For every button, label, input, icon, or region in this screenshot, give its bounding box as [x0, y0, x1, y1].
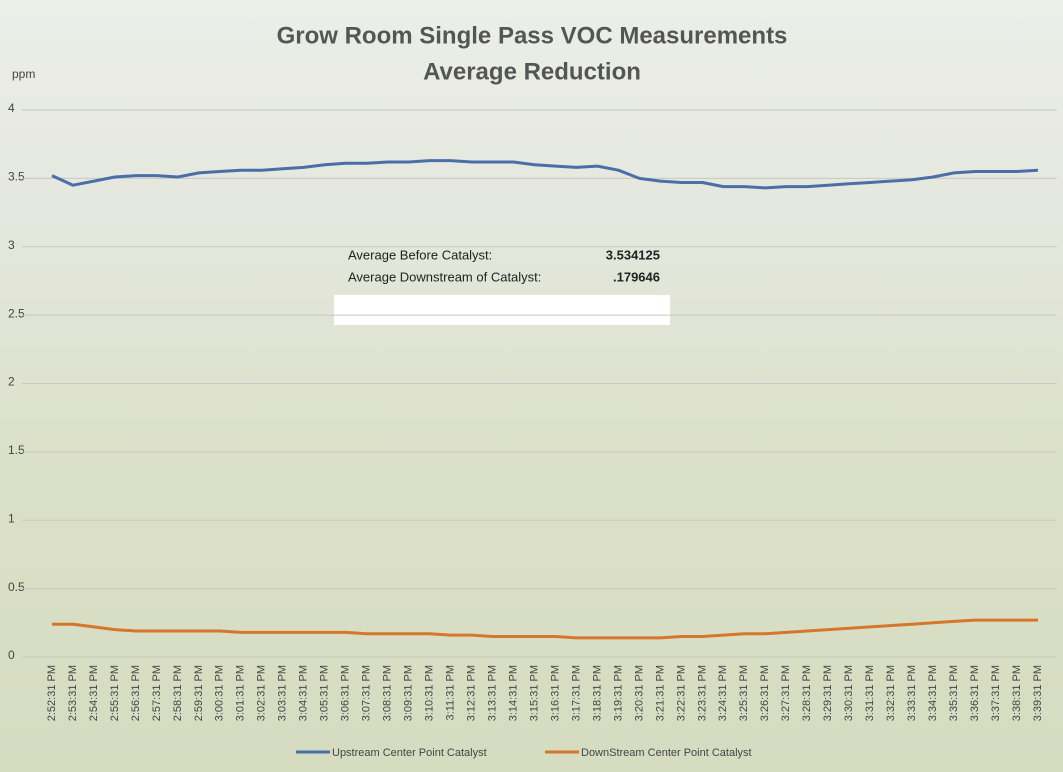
x-tick-label: 3:24:31 PM	[717, 665, 729, 721]
y-tick-label: 2	[8, 375, 15, 389]
x-tick-label: 3:14:31 PM	[507, 665, 519, 721]
x-tick-label: 3:11:31 PM	[445, 665, 457, 720]
x-tick-label: 3:15:31 PM	[528, 665, 540, 721]
x-tick-label: 3:22:31 PM	[675, 665, 687, 721]
annotation-value: 3.534125	[606, 247, 660, 262]
x-tick-label: 3:23:31 PM	[696, 665, 708, 721]
y-tick-label: 2.5	[8, 306, 25, 320]
y-tick-label: 3	[8, 238, 15, 252]
x-tick-label: 3:27:31 PM	[780, 665, 792, 721]
x-tick-label: 3:39:31 PM	[1032, 665, 1044, 721]
x-tick-label: 2:53:31 PM	[67, 665, 79, 721]
x-tick-label: 3:30:31 PM	[843, 665, 855, 721]
x-tick-label: 3:04:31 PM	[298, 665, 310, 721]
x-tick-label: 3:07:31 PM	[361, 665, 373, 721]
x-tick-label: 3:10:31 PM	[424, 665, 436, 721]
y-tick-label: 0.5	[8, 580, 25, 594]
x-tick-label: 3:16:31 PM	[549, 665, 561, 721]
y-tick-label: 1.5	[8, 443, 25, 457]
x-tick-label: 2:55:31 PM	[109, 665, 121, 721]
y-tick-label: 1	[8, 511, 15, 525]
annotation-label: Average Before Catalyst:	[348, 247, 492, 262]
x-tick-label: 3:33:31 PM	[906, 665, 918, 721]
x-tick-label: 3:08:31 PM	[382, 665, 394, 721]
x-tick-label: 3:35:31 PM	[948, 665, 960, 721]
x-tick-label: 3:19:31 PM	[612, 665, 624, 721]
x-tick-label: 2:54:31 PM	[88, 665, 100, 721]
x-tick-label: 3:20:31 PM	[633, 665, 645, 721]
x-tick-label: 3:17:31 PM	[570, 665, 582, 721]
x-tick-label: 2:57:31 PM	[151, 665, 163, 721]
x-tick-label: 3:00:31 PM	[214, 665, 226, 721]
x-tick-label: 2:52:31 PM	[46, 665, 58, 721]
x-tick-label: 3:13:31 PM	[486, 665, 498, 721]
x-tick-label: 3:06:31 PM	[340, 665, 352, 721]
x-tick-label: 3:26:31 PM	[759, 665, 771, 721]
x-tick-label: 2:59:31 PM	[193, 665, 205, 721]
background	[0, 0, 1063, 772]
x-tick-label: 3:25:31 PM	[738, 665, 750, 721]
y-tick-label: 4	[8, 101, 15, 115]
blank-box	[334, 295, 670, 325]
legend-label: DownStream Center Point Catalyst	[581, 747, 752, 759]
x-tick-label: 3:38:31 PM	[1011, 665, 1023, 721]
x-tick-label: 2:58:31 PM	[172, 665, 184, 721]
x-tick-label: 3:05:31 PM	[319, 665, 331, 721]
annotation-value: .179646	[613, 269, 660, 284]
x-tick-label: 3:29:31 PM	[822, 665, 834, 721]
x-tick-label: 3:37:31 PM	[990, 665, 1002, 721]
x-tick-label: 3:03:31 PM	[277, 665, 289, 721]
y-axis-label: ppm	[12, 67, 35, 81]
x-tick-label: 2:56:31 PM	[130, 665, 142, 721]
x-tick-label: 3:31:31 PM	[864, 665, 876, 721]
y-tick-label: 0	[8, 648, 15, 662]
x-tick-label: 3:21:31 PM	[654, 665, 666, 721]
chart: Grow Room Single Pass VOC Measurements A…	[0, 0, 1063, 772]
annotation-label: Average Downstream of Catalyst:	[348, 269, 541, 284]
chart-title: Grow Room Single Pass VOC Measurements	[277, 22, 788, 49]
x-tick-label: 3:28:31 PM	[801, 665, 813, 721]
legend-label: Upstream Center Point Catalyst	[332, 747, 487, 759]
x-tick-label: 3:36:31 PM	[969, 665, 981, 721]
y-tick-label: 3.5	[8, 170, 25, 184]
x-tick-label: 3:18:31 PM	[591, 665, 603, 721]
x-tick-label: 3:12:31 PM	[465, 665, 477, 721]
x-tick-label: 3:02:31 PM	[256, 665, 268, 721]
x-tick-label: 3:34:31 PM	[927, 665, 939, 721]
x-tick-label: 3:32:31 PM	[885, 665, 897, 721]
chart-subtitle: Average Reduction	[423, 58, 641, 85]
x-tick-label: 3:01:31 PM	[235, 665, 247, 721]
x-tick-label: 3:09:31 PM	[403, 665, 415, 721]
